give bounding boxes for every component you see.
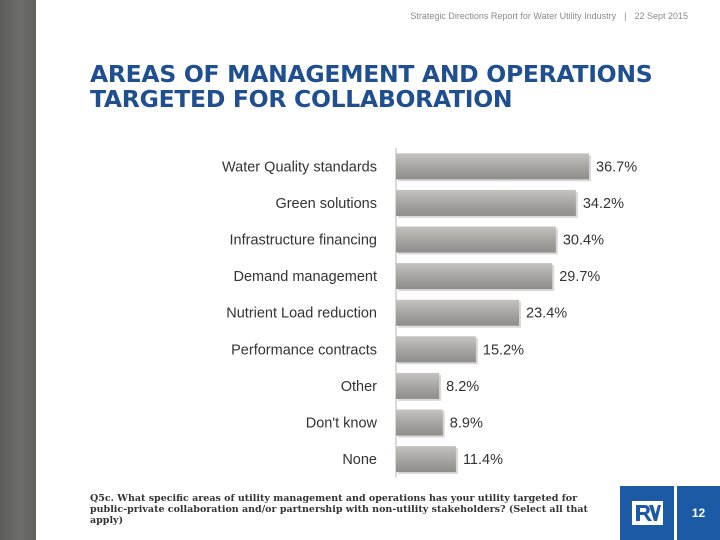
category-label: Green solutions [275,196,377,212]
value-label: 11.4% [463,452,503,468]
value-label: 8.2% [446,379,479,395]
bar [396,263,553,290]
bar [396,153,589,180]
value-label: 23.4% [526,306,567,322]
category-label: Nutrient Load reduction [226,306,377,322]
value-label: 29.7% [559,269,600,285]
category-label: Performance contracts [231,342,377,358]
slide-title: AREAS OF MANAGEMENT AND OPERATIONS TARGE… [90,62,700,112]
bar [396,299,520,326]
header-separator: | [624,11,627,21]
value-label: 8.9% [450,416,483,432]
bar [396,372,440,399]
value-label: 36.7% [596,159,637,175]
bar [396,226,556,253]
page-number: 12 [677,486,720,540]
bar [396,446,456,473]
left-sidebar-band [0,0,36,540]
value-label: 15.2% [483,342,524,358]
title-line-2: TARGETED FOR COLLABORATION [90,85,513,113]
bar [396,336,476,363]
title-line-1: AREAS OF MANAGEMENT AND OPERATIONS [90,60,653,88]
category-label: None [342,452,377,468]
category-label: Don't know [306,416,378,432]
logo-mark-icon [632,501,663,525]
value-label: 30.4% [563,233,604,249]
report-name: Strategic Directions Report for Water Ut… [410,11,617,21]
category-label: Water Quality standards [222,159,377,175]
category-label: Other [341,379,377,395]
bar [396,409,443,436]
value-label: 34.2% [583,196,624,212]
report-date: 22 Sept 2015 [634,11,688,21]
survey-question-footnote: Q5c. What specific areas of utility mana… [90,493,588,526]
category-label: Demand management [234,269,377,285]
category-label: Infrastructure financing [230,233,378,249]
company-logo [620,486,674,540]
slide-header: Strategic Directions Report for Water Ut… [410,11,688,21]
bar [396,189,576,216]
